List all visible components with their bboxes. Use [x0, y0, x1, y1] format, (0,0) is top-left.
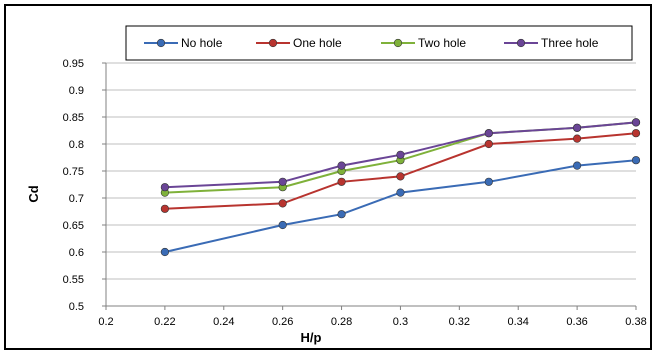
legend: No hole One hole Two hole Three hole [126, 26, 632, 60]
y-tick-label: 0.65 [63, 220, 84, 232]
data-point [632, 119, 640, 127]
x-axis-title: H/p [301, 330, 322, 345]
data-point [161, 248, 169, 256]
line-chart: 0.5 0.55 0.6 0.65 0.7 0.75 0.8 0.85 0.9 0.95 0.2 0.… [6, 6, 650, 348]
data-point [397, 151, 405, 159]
data-point [632, 129, 640, 137]
legend-marker [269, 39, 277, 47]
data-point [279, 200, 287, 208]
data-point [279, 221, 287, 229]
y-tick-label: 0.8 [69, 139, 84, 151]
y-tick-label: 0.6 [69, 247, 84, 259]
data-point [397, 189, 405, 197]
y-tick-label: 0.95 [63, 58, 84, 70]
data-point [338, 178, 346, 186]
x-tick-label: 0.22 [154, 316, 175, 328]
data-point [338, 162, 346, 170]
y-axis-title: Cd [26, 185, 41, 202]
x-tick-label: 0.34 [508, 316, 529, 328]
legend-label: Three hole [541, 36, 599, 50]
legend-marker [517, 39, 525, 47]
x-tick-label: 0.28 [331, 316, 352, 328]
y-tick-label: 0.7 [69, 193, 84, 205]
data-point [161, 205, 169, 213]
data-point [485, 140, 493, 148]
x-tick-label: 0.3 [393, 316, 408, 328]
data-point [573, 135, 581, 143]
legend-marker [394, 39, 402, 47]
x-tick-label: 0.32 [449, 316, 470, 328]
y-tick-label: 0.85 [63, 112, 84, 124]
legend-label: Two hole [418, 36, 466, 50]
x-tick-label: 0.26 [272, 316, 293, 328]
data-point [279, 178, 287, 186]
series-lines [161, 119, 640, 256]
x-tick-label: 0.2 [98, 316, 113, 328]
data-point [632, 156, 640, 164]
data-point [485, 129, 493, 137]
data-point [573, 162, 581, 170]
axes: 0.5 0.55 0.6 0.65 0.7 0.75 0.8 0.85 0.9 0.95 0.2 0.… [63, 58, 647, 328]
y-tick-label: 0.55 [63, 274, 84, 286]
x-tick-label: 0.38 [625, 316, 646, 328]
legend-marker [157, 39, 165, 47]
data-point [573, 124, 581, 132]
y-tick-label: 0.9 [69, 85, 84, 97]
data-point [161, 183, 169, 191]
data-point [397, 173, 405, 181]
legend-label: No hole [181, 36, 223, 50]
x-tick-label: 0.36 [566, 316, 587, 328]
data-point [485, 178, 493, 186]
legend-label: One hole [293, 36, 342, 50]
x-tick-label: 0.24 [213, 316, 234, 328]
chart-frame: 0.5 0.55 0.6 0.65 0.7 0.75 0.8 0.85 0.9 0.95 0.2 0.… [4, 4, 652, 350]
y-tick-label: 0.75 [63, 166, 84, 178]
data-point [338, 210, 346, 218]
y-tick-label: 0.5 [69, 301, 84, 313]
